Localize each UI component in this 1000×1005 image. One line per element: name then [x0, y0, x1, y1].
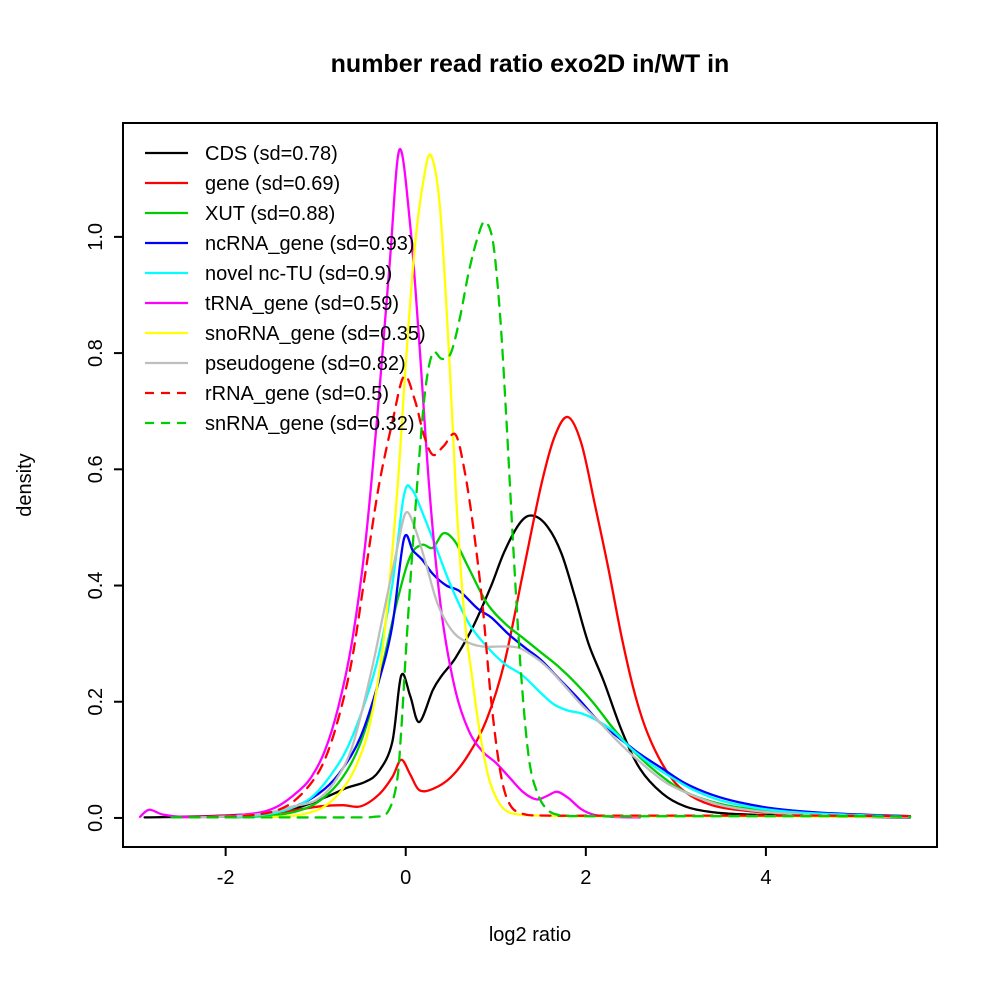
curve-gene [170, 415, 912, 819]
x-tick--2: -2 [217, 847, 235, 889]
y-axis-label: density [14, 453, 36, 516]
plot-area-border [122, 122, 938, 848]
legend-item-xut: XUT (sd=0.88) [145, 203, 335, 225]
legend-item-rrna-gene: rRNA_gene (sd=0.5) [145, 383, 389, 405]
chart-title: number read ratio exo2D in/WT in [331, 50, 730, 78]
y-tick-0.6: 0.6 [85, 455, 123, 483]
x-tick-4: 4 [760, 847, 771, 889]
curve-novel-nc-tu [224, 484, 912, 819]
y-tick-label: 0.6 [85, 455, 107, 483]
y-axis: 0.0 0.2 0.4 0.6 0.8 1.0 [85, 223, 123, 832]
y-tick-label: 0.8 [85, 339, 107, 367]
x-tick-2: 2 [580, 847, 591, 889]
legend-item-ncrna-gene: ncRNA_gene (sd=0.93) [145, 233, 415, 255]
legend-item-cds: CDS (sd=0.78) [145, 143, 338, 165]
curve-snrna-gene [170, 220, 912, 819]
legend-label-snorna-gene: snoRNA_gene (sd=0.35) [205, 323, 426, 345]
legend-item-trna-gene: tRNA_gene (sd=0.59) [145, 293, 399, 315]
legend-label-cds: CDS (sd=0.78) [205, 143, 338, 165]
y-tick-label: 0.2 [85, 688, 107, 716]
y-tick-label: 0.0 [85, 804, 107, 832]
legend-label-trna-gene: tRNA_gene (sd=0.59) [205, 293, 399, 315]
legend-label-novel-nc-tu: novel nc-TU (sd=0.9) [205, 263, 392, 285]
curve-cds [143, 514, 912, 819]
x-tick-label: 4 [760, 867, 771, 889]
legend-label-snrna-gene: snRNA_gene (sd=0.32) [205, 413, 415, 435]
legend-item-snrna-gene: snRNA_gene (sd=0.32) [145, 413, 415, 435]
x-axis: -2 0 2 4 [217, 847, 771, 889]
legend-label-ncrna-gene: ncRNA_gene (sd=0.93) [205, 233, 415, 255]
y-tick-0.8: 0.8 [85, 339, 123, 367]
y-tick-label: 1.0 [85, 223, 107, 251]
y-tick-0.2: 0.2 [85, 688, 123, 716]
x-tick-label: 0 [400, 867, 411, 889]
density-curves [138, 148, 912, 819]
legend-label-xut: XUT (sd=0.88) [205, 203, 335, 225]
legend-label-gene: gene (sd=0.69) [205, 173, 340, 195]
legend-item-novel-nc-tu: novel nc-TU (sd=0.9) [145, 263, 392, 285]
legend-item-pseudogene: pseudogene (sd=0.82) [145, 353, 406, 375]
x-tick-0: 0 [400, 847, 411, 889]
y-tick-0.0: 0.0 [85, 804, 123, 832]
x-axis-label: log2 ratio [489, 924, 571, 946]
y-tick-1.0: 1.0 [85, 223, 123, 251]
legend-item-gene: gene (sd=0.69) [145, 173, 340, 195]
curve-snorna-gene [260, 153, 912, 819]
y-tick-0.4: 0.4 [85, 572, 123, 600]
x-tick-label: 2 [580, 867, 591, 889]
curve-rrna-gene [188, 374, 912, 819]
curve-ncrna-gene [206, 533, 912, 819]
legend-label-pseudogene: pseudogene (sd=0.82) [205, 353, 406, 375]
x-tick-label: -2 [217, 867, 235, 889]
legend-item-snorna-gene: snoRNA_gene (sd=0.35) [145, 323, 426, 345]
y-tick-label: 0.4 [85, 572, 107, 600]
curve-pseudogene [197, 510, 912, 819]
legend: CDS (sd=0.78) gene (sd=0.69) XUT (sd=0.88)… [145, 143, 426, 435]
curve-xut [233, 531, 912, 819]
legend-label-rrna-gene: rRNA_gene (sd=0.5) [205, 383, 389, 405]
curve-trna-gene [138, 148, 642, 819]
